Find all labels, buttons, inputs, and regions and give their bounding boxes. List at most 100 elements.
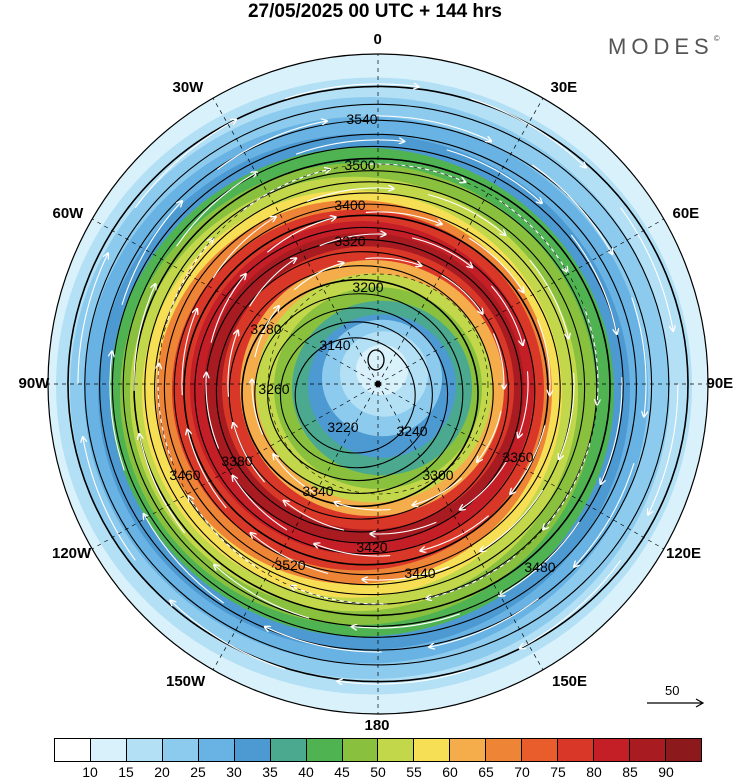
colorbar-tick-label: 50: [370, 764, 386, 780]
lon-label-90w: 90W: [18, 375, 50, 392]
wind-streamline: [441, 274, 483, 314]
colorbar-swatch: [234, 739, 271, 761]
wind-streamline: [335, 502, 391, 511]
lon-label-60w: 60W: [52, 205, 84, 222]
lon-label-0: 0: [373, 31, 382, 48]
wind-reference-label: 50: [665, 683, 680, 698]
wind-streamline: [158, 364, 173, 461]
wind-streamline: [273, 454, 315, 494]
wind-streamline: [284, 501, 345, 531]
height-contour: [254, 293, 464, 494]
wind-streamline: [520, 559, 622, 648]
wind-streamline: [631, 297, 646, 417]
wind-streamline: [176, 172, 257, 247]
colorbar-swatch: [90, 739, 127, 761]
map-title: 27/05/2025 00 UTC + 144 hrs: [247, 1, 503, 22]
height-contour: [163, 192, 573, 586]
lon-label-150w: 150W: [166, 673, 206, 690]
height-contour: [294, 337, 416, 454]
colorbar-swatch: [342, 739, 379, 761]
height-contour: [111, 133, 637, 638]
meridian-line: [377, 218, 664, 385]
contour-label: 3420: [356, 539, 387, 555]
contour-label: 3540: [346, 111, 377, 127]
contour-label: 3300: [422, 467, 453, 483]
wind-streamline: [620, 207, 674, 331]
colorbar-swatch: [522, 739, 559, 761]
meridian-line: [212, 383, 379, 670]
wind-streamline: [480, 489, 544, 551]
colorbar-swatch: [486, 739, 523, 761]
polar-stereographic-map: 3140 3200 3220 3240 3260 3280 3300 3320 3340 3360…: [47, 53, 709, 715]
wind-streamline: [144, 514, 224, 604]
wind-streamline: [518, 371, 529, 437]
height-contour: [122, 145, 624, 627]
wind-streamline: [233, 476, 288, 531]
contour-label: 3500: [344, 157, 375, 173]
latitude-circle: [157, 163, 599, 605]
wind-streamline: [133, 284, 155, 391]
contour-label: 3140: [319, 337, 350, 353]
wind-streamline: [314, 544, 391, 557]
wind-streamline: [254, 306, 279, 358]
wind-streamline: [446, 149, 542, 203]
colorbar-swatch: [594, 739, 630, 761]
height-contour: [194, 226, 536, 555]
contour-label: 3220: [327, 419, 358, 435]
colorbar-tick-label: 55: [406, 764, 422, 780]
height-contour: [144, 170, 598, 606]
wind-streamline: [363, 566, 450, 580]
colorbar-swatch: [665, 739, 701, 761]
colorbar-tick-label: 20: [154, 764, 170, 780]
wind-streamline: [574, 463, 635, 567]
contour-label: 3380: [221, 453, 252, 469]
wind-streamline: [492, 333, 504, 388]
colorbar-swatch: [198, 739, 235, 761]
colorbar-swatch: [378, 739, 415, 761]
wind-streamline: [319, 234, 386, 247]
wind-streamline: [477, 410, 502, 462]
meridian-line: [377, 383, 544, 670]
height-contour: [84, 103, 670, 666]
colorbar-tick-label: 75: [550, 764, 566, 780]
colorbar-tick-label: 60: [442, 764, 458, 780]
wind-streamline: [295, 140, 404, 155]
meridian-line: [92, 218, 379, 385]
contour-label: 3480: [524, 559, 555, 575]
lon-label-90e: 90E: [706, 375, 734, 392]
wind-streamline: [77, 254, 108, 385]
meridian-line: [92, 383, 379, 550]
wind-streamline: [374, 115, 491, 141]
height-contour: [241, 278, 479, 508]
wind-streamline: [532, 164, 612, 254]
colorbar-tick-label: 35: [262, 764, 278, 780]
lon-label-180: 180: [364, 717, 390, 734]
colorbar-swatch: [630, 739, 666, 761]
contour-label: 3280: [250, 321, 281, 337]
wind-streamline: [134, 120, 236, 209]
colorbar-swatch: [270, 739, 307, 761]
height-contour: [228, 265, 494, 520]
wind-speed-band: [356, 344, 408, 396]
wind-streamline: [470, 98, 586, 168]
wind-streamline: [337, 668, 471, 684]
lon-label-60e: 60E: [672, 205, 700, 222]
wind-reference-vector: 50: [646, 683, 706, 713]
wind-streamline: [306, 188, 394, 202]
wind-streamline: [570, 234, 617, 334]
colorbar-tick-label: 65: [478, 764, 494, 780]
wind-streamline: [499, 200, 568, 272]
contour-label: 3340: [302, 483, 333, 499]
contour-label: 3360: [502, 449, 533, 465]
latitude-circle: [267, 273, 489, 495]
contour-label: 3520: [274, 557, 305, 573]
wind-streamline: [601, 377, 623, 484]
colorbar-tick-label: 70: [514, 764, 530, 780]
colorbar-tick-label: 90: [658, 764, 674, 780]
colorbar-tick-label: 10: [82, 764, 98, 780]
contour-label: 3260: [258, 381, 289, 397]
wind-streamline: [420, 515, 490, 551]
wind-streamline: [212, 217, 276, 279]
wind-streamline: [139, 434, 186, 534]
reference-arrow-icon: [647, 698, 705, 708]
